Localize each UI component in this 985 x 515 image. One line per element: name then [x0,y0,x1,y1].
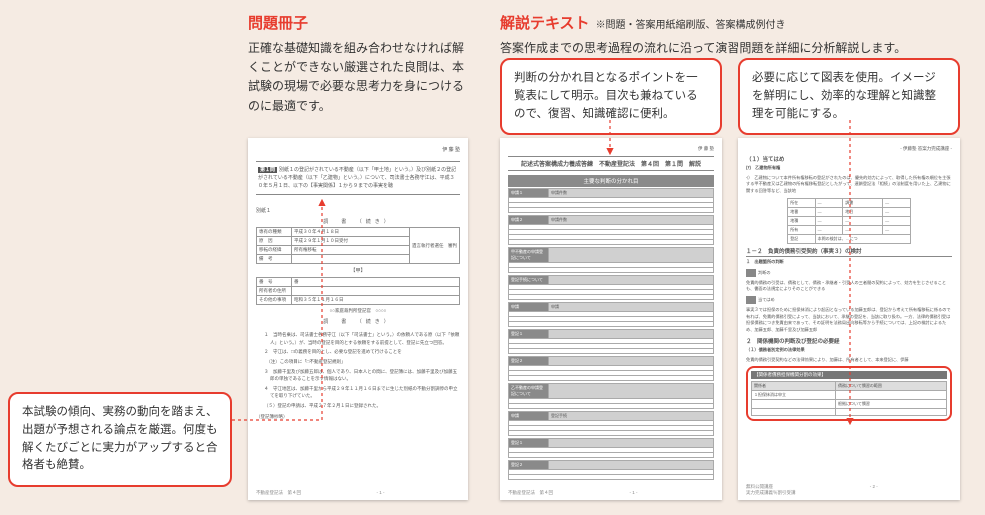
pm-band: 主要な判断の分かれ目 [508,175,714,187]
pl-qbody: 別紙１の登記がされている不動産（以下「甲土地」という。）及び別紙２の登記がされて… [258,167,456,189]
pl-qnum: 第１問 [258,167,277,173]
left-section-header: 問題冊子 正確な基礎知識を組み合わせなければ解くことができない厳選された良問は、… [248,12,468,116]
arrow-right-to-page [845,120,855,430]
pr-footer: 無料公開講座実力完成講義％割引受講 - 2 - [746,484,952,496]
callout-bottom-left: 本試験の傾向、実務の動向を踏まえ、出題が予想される論点を厳選。何度も解くたびごと… [8,392,232,487]
right-desc: 答案作成までの思考過程の流れに沿って演習問題を詳細に分析解説します。 [500,39,970,58]
right-title: 解説テキスト [500,12,590,33]
left-title: 問題冊子 [248,12,468,33]
note-icon [746,296,756,304]
pl-footer: 不動産登記法 第４回 - 1 - [256,490,460,496]
right-note: ※問題・答案用紙縮刷版、答案構成例付き [596,16,786,31]
arrow-bl-to-page [232,200,352,430]
page-commentary-table: 伊 藤 塾 記述式答案構成力養成答練 不動産登記法 第４回 第１問 解説 主要な… [500,138,722,500]
pm-groups: 申請１申請件数申請２申請件数甲不動産の申請登記について登記手続について申請申請登… [508,188,714,480]
pl-question: 第１問別紙１の登記がされている不動産（以下「甲土地」という。）及び別紙２の登記が… [256,161,460,195]
arrow-mid-to-page [605,120,615,160]
right-section-header: 解説テキスト ※問題・答案用紙縮刷版、答案構成例付き 答案作成までの思考過程の流… [500,12,970,58]
pm-footer: 不動産登記法 第４回 - 1 - [508,490,714,496]
note-icon [746,269,756,277]
left-desc: 正確な基礎知識を組み合わせなければ解くことができない厳選された良問は、本試験の現… [248,39,468,116]
pl-brand: 伊 藤 塾 [256,146,460,153]
